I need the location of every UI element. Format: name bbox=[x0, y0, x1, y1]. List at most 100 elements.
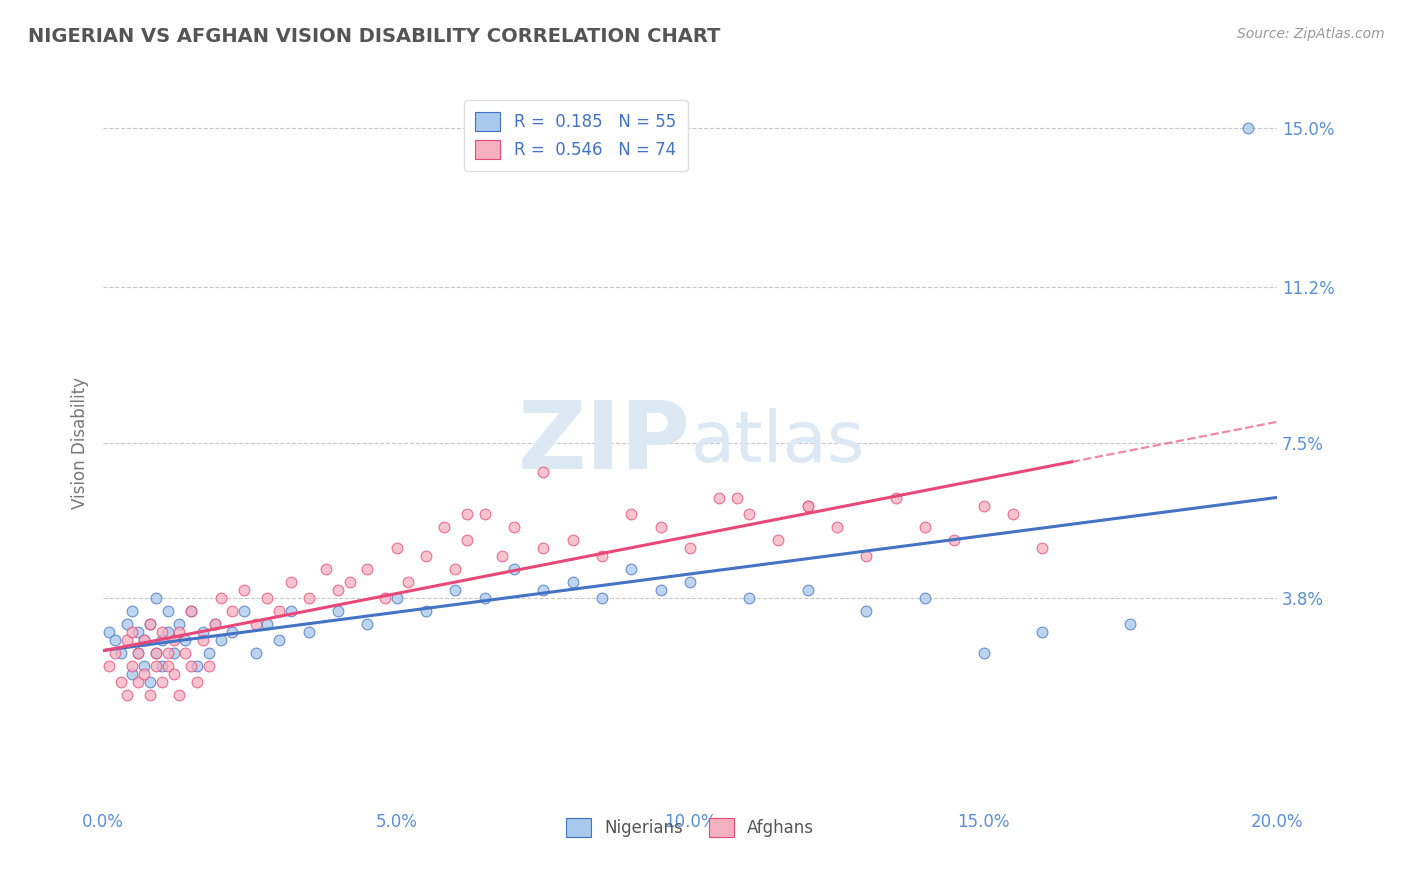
Point bbox=[204, 616, 226, 631]
Point bbox=[339, 574, 361, 589]
Point bbox=[145, 646, 167, 660]
Point bbox=[197, 658, 219, 673]
Point bbox=[356, 562, 378, 576]
Point bbox=[679, 541, 702, 555]
Text: NIGERIAN VS AFGHAN VISION DISABILITY CORRELATION CHART: NIGERIAN VS AFGHAN VISION DISABILITY COR… bbox=[28, 27, 720, 45]
Point bbox=[134, 658, 156, 673]
Point bbox=[973, 499, 995, 513]
Point bbox=[356, 616, 378, 631]
Point bbox=[127, 625, 149, 640]
Point bbox=[169, 625, 191, 640]
Point bbox=[150, 658, 173, 673]
Point bbox=[186, 675, 208, 690]
Point bbox=[139, 688, 162, 702]
Point bbox=[591, 549, 613, 564]
Point bbox=[474, 508, 496, 522]
Point bbox=[531, 466, 554, 480]
Point bbox=[121, 604, 143, 618]
Point bbox=[491, 549, 513, 564]
Point bbox=[1031, 625, 1053, 640]
Point bbox=[561, 533, 583, 547]
Point bbox=[531, 541, 554, 555]
Point bbox=[456, 533, 478, 547]
Point bbox=[145, 646, 167, 660]
Point bbox=[156, 646, 179, 660]
Point bbox=[150, 675, 173, 690]
Point bbox=[738, 508, 761, 522]
Point bbox=[269, 604, 291, 618]
Point bbox=[385, 591, 408, 606]
Point bbox=[256, 591, 278, 606]
Point bbox=[679, 574, 702, 589]
Point bbox=[374, 591, 396, 606]
Text: Source: ZipAtlas.com: Source: ZipAtlas.com bbox=[1237, 27, 1385, 41]
Point bbox=[474, 591, 496, 606]
Point bbox=[855, 549, 877, 564]
Point bbox=[245, 646, 267, 660]
Point bbox=[884, 491, 907, 505]
Point bbox=[433, 520, 456, 534]
Point bbox=[245, 616, 267, 631]
Point bbox=[1236, 120, 1258, 135]
Point bbox=[197, 646, 219, 660]
Point bbox=[174, 633, 197, 648]
Point bbox=[169, 616, 191, 631]
Point bbox=[738, 591, 761, 606]
Point bbox=[134, 633, 156, 648]
Point bbox=[186, 658, 208, 673]
Point bbox=[561, 574, 583, 589]
Point bbox=[1119, 616, 1142, 631]
Point bbox=[456, 508, 478, 522]
Point bbox=[233, 582, 256, 597]
Point bbox=[415, 604, 437, 618]
Point bbox=[233, 604, 256, 618]
Point bbox=[914, 520, 936, 534]
Point bbox=[620, 562, 643, 576]
Point bbox=[121, 667, 143, 681]
Point bbox=[98, 658, 121, 673]
Point bbox=[1031, 541, 1053, 555]
Y-axis label: Vision Disability: Vision Disability bbox=[72, 377, 89, 509]
Point bbox=[110, 646, 132, 660]
Point bbox=[139, 616, 162, 631]
Point bbox=[396, 574, 419, 589]
Point bbox=[796, 499, 818, 513]
Point bbox=[503, 562, 526, 576]
Point bbox=[221, 625, 243, 640]
Point bbox=[796, 582, 818, 597]
Point bbox=[115, 633, 138, 648]
Point bbox=[326, 582, 349, 597]
Point bbox=[315, 562, 337, 576]
Point bbox=[180, 658, 202, 673]
Point bbox=[145, 591, 167, 606]
Point bbox=[134, 667, 156, 681]
Point bbox=[121, 658, 143, 673]
Point bbox=[766, 533, 789, 547]
Point bbox=[134, 633, 156, 648]
Point bbox=[415, 549, 437, 564]
Point bbox=[127, 646, 149, 660]
Point bbox=[725, 491, 748, 505]
Point bbox=[115, 688, 138, 702]
Point bbox=[650, 582, 672, 597]
Point bbox=[914, 591, 936, 606]
Point bbox=[169, 688, 191, 702]
Point bbox=[98, 625, 121, 640]
Point bbox=[191, 633, 214, 648]
Point bbox=[121, 625, 143, 640]
Point bbox=[973, 646, 995, 660]
Point bbox=[326, 604, 349, 618]
Point bbox=[444, 562, 467, 576]
Point bbox=[191, 625, 214, 640]
Point bbox=[150, 633, 173, 648]
Point bbox=[256, 616, 278, 631]
Point bbox=[943, 533, 966, 547]
Point bbox=[156, 604, 179, 618]
Point bbox=[162, 667, 184, 681]
Point bbox=[180, 604, 202, 618]
Point bbox=[385, 541, 408, 555]
Point bbox=[180, 604, 202, 618]
Point bbox=[204, 616, 226, 631]
Point bbox=[280, 574, 302, 589]
Point bbox=[104, 646, 127, 660]
